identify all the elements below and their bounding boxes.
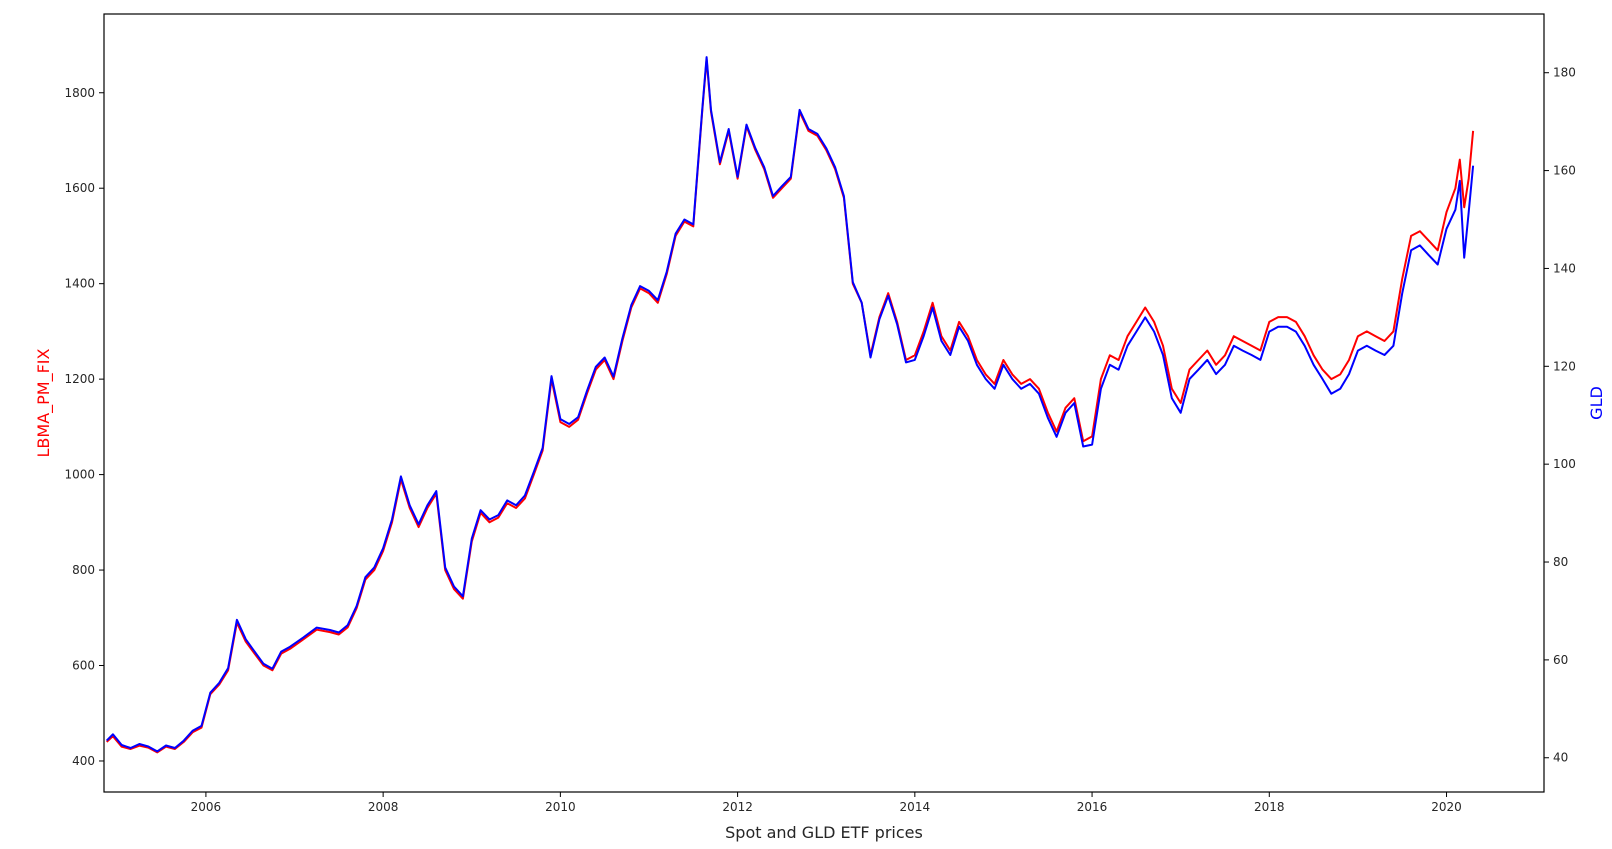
x-tick-label: 2010 xyxy=(545,800,576,814)
x-tick-label: 2020 xyxy=(1431,800,1462,814)
series-line-gld xyxy=(105,56,1475,753)
x-tick-label: 2016 xyxy=(1077,800,1108,814)
x-tick-label: 2012 xyxy=(722,800,753,814)
left-y-axis-ticks: 400 600 800 1000 1200 1400 1600 1800 xyxy=(64,86,104,768)
series-line-lbma-pm-fix xyxy=(106,58,1475,754)
left-y-tick-label: 600 xyxy=(72,659,95,673)
right-y-tick-label: 60 xyxy=(1553,653,1568,667)
right-y-tick-label: 160 xyxy=(1553,164,1576,178)
left-y-tick-label: 1400 xyxy=(64,277,95,291)
right-y-tick-label: 140 xyxy=(1553,261,1576,275)
left-y-axis-label: LBMA_PM_FIX xyxy=(34,348,54,457)
right-y-axis-ticks: 40 60 80 100 120 140 160 180 xyxy=(1544,66,1576,765)
x-axis-ticks: 2006 2008 2010 2012 2014 2016 2018 2020 xyxy=(191,792,1462,814)
x-tick-label: 2018 xyxy=(1254,800,1285,814)
plot-frame xyxy=(103,13,1545,793)
left-y-tick-label: 1000 xyxy=(64,468,95,482)
right-y-tick-label: 80 xyxy=(1553,555,1568,569)
left-y-tick-label: 400 xyxy=(72,754,95,768)
left-y-tick-label: 800 xyxy=(72,563,95,577)
x-axis-label: Spot and GLD ETF prices xyxy=(725,823,923,842)
left-y-tick-label: 1800 xyxy=(64,86,95,100)
x-tick-label: 2014 xyxy=(900,800,931,814)
right-y-tick-label: 40 xyxy=(1553,751,1568,765)
x-tick-label: 2006 xyxy=(191,800,222,814)
plot-lines xyxy=(105,56,1475,754)
x-tick-label: 2008 xyxy=(368,800,399,814)
left-y-tick-label: 1600 xyxy=(64,181,95,195)
right-y-axis-label: GLD xyxy=(1587,386,1606,420)
right-y-tick-label: 180 xyxy=(1553,66,1576,80)
right-y-tick-label: 120 xyxy=(1553,359,1576,373)
right-y-tick-label: 100 xyxy=(1553,457,1576,471)
left-y-tick-label: 1200 xyxy=(64,372,95,386)
